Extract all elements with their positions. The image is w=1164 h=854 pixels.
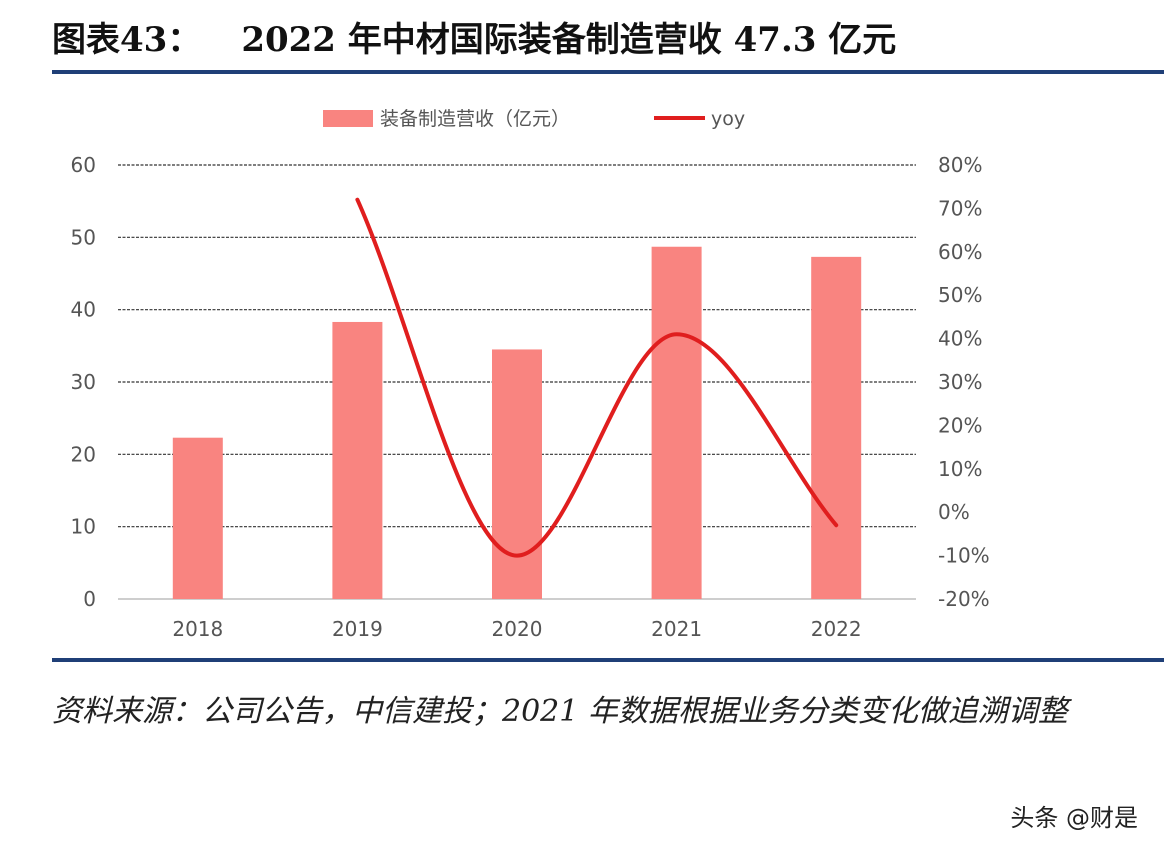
y-right-tick-label: 20% [938, 413, 982, 437]
x-tick-label: 2020 [492, 617, 543, 641]
y-right-tick-label: 10% [938, 457, 982, 481]
figure-title: 图表43： 2022 年中材国际装备制造营收 47.3 亿元 [52, 12, 896, 61]
y-right-tick-label: 40% [938, 327, 982, 351]
bar-series [172, 246, 862, 599]
bar-2022 [811, 256, 862, 599]
y-right-tick-label: 80% [938, 153, 982, 177]
y-right-tick-label: 0% [938, 500, 970, 524]
legend: 装备制造营收（亿元） yoy [323, 108, 745, 130]
y-right-tick-label: -20% [938, 587, 990, 611]
source-rule [52, 658, 1164, 662]
y-left-tick-label: 10 [71, 515, 96, 539]
figure-title-text: 2022 年中材国际装备制造营收 47.3 亿元 [241, 20, 897, 60]
y-right-tick-label: 50% [938, 283, 982, 307]
x-tick-label: 2021 [651, 617, 702, 641]
y-left-tick-label: 50 [71, 225, 96, 249]
x-tick-label: 2018 [172, 617, 223, 641]
y-left-tick-label: 20 [71, 442, 96, 466]
axis-ticks: 0 10 20 30 40 50 60 -20% -10% 0% 10% 20% 30% 40% 50% 60… [71, 153, 990, 641]
bar-2019 [332, 321, 383, 599]
source-note: 资料来源：公司公告，中信建投；2021 年数据根据业务分类变化做追溯调整 [52, 694, 1068, 729]
x-tick-label: 2019 [332, 617, 383, 641]
y-right-tick-label: -10% [938, 544, 990, 568]
legend-bar-label: 装备制造营收（亿元） [380, 108, 570, 130]
bar-2018 [172, 437, 223, 599]
legend-line-label: yoy [711, 108, 745, 130]
y-left-tick-label: 30 [71, 370, 96, 394]
combo-chart: 0 10 20 30 40 50 60 -20% -10% 0% 10% 20% 30% 40% 50% 60… [71, 108, 990, 641]
watermark: 头条 @财是 [1010, 804, 1138, 832]
y-left-tick-label: 0 [83, 587, 96, 611]
bar-2020 [492, 349, 542, 599]
y-right-tick-label: 60% [938, 240, 982, 264]
y-right-tick-label: 70% [938, 196, 982, 220]
figure-label: 图表43： [52, 20, 202, 60]
title-rule [52, 70, 1164, 74]
y-right-tick-label: 30% [938, 370, 982, 394]
line-series [355, 197, 839, 558]
y-left-tick-label: 40 [71, 298, 96, 322]
bar-2021 [651, 246, 702, 599]
legend-bar-swatch [323, 110, 373, 127]
y-left-tick-label: 60 [71, 153, 96, 177]
x-tick-label: 2022 [811, 617, 862, 641]
yoy-line [355, 197, 839, 558]
